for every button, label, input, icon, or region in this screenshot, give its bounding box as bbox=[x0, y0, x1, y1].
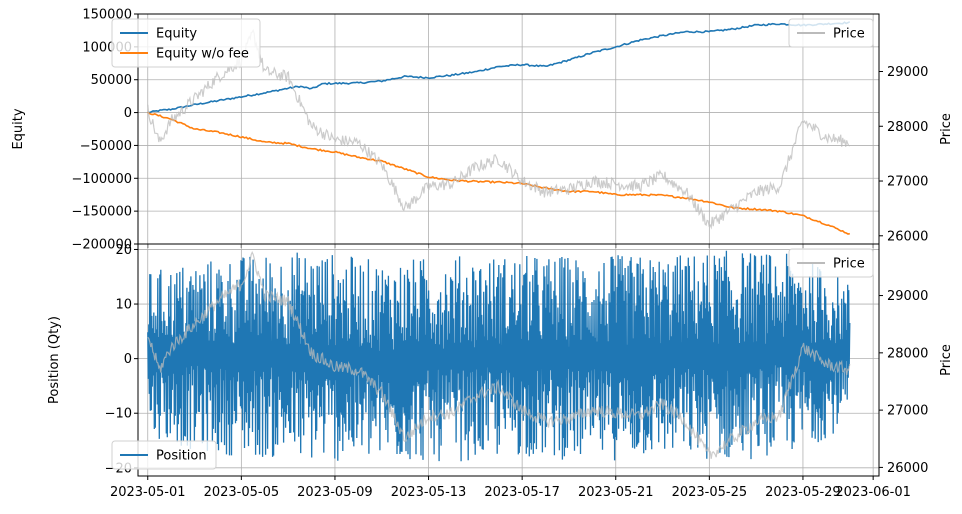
y2-axis-label: Price bbox=[939, 344, 954, 376]
x-tick-label: 2023-05-09 bbox=[297, 485, 373, 500]
y-axis-label: Equity bbox=[11, 108, 26, 149]
legend-box bbox=[111, 18, 261, 68]
legend-entry: Equity w/o fee bbox=[156, 47, 249, 62]
y-axis-label: Position (Qty) bbox=[47, 316, 62, 404]
y2-axis-label: Price bbox=[939, 113, 954, 145]
position-series-line bbox=[147, 250, 851, 462]
y-tick-label: 20 bbox=[115, 243, 132, 258]
y-tick-label: 0 bbox=[124, 352, 132, 367]
x-tick-label: 2023-05-05 bbox=[204, 485, 280, 500]
y2-tick-label: 29000 bbox=[887, 65, 928, 80]
y2-tick-label: 27000 bbox=[887, 404, 928, 419]
y-tick-label: 50000 bbox=[91, 73, 132, 88]
y-tick-label: −150000 bbox=[71, 205, 132, 220]
plot-frame bbox=[137, 243, 880, 477]
y2-tick-label: 26000 bbox=[887, 461, 928, 476]
legend-right: Price bbox=[788, 248, 874, 278]
legend-entry: Position bbox=[156, 449, 207, 464]
panel-top: 150000100000500000−50000−100000−150000−2… bbox=[11, 8, 954, 253]
legend-box bbox=[788, 248, 874, 278]
legend-box bbox=[788, 18, 874, 48]
y2-tick-label: 27000 bbox=[887, 175, 928, 190]
x-tick-label: 2023-06-01 bbox=[835, 485, 911, 500]
legend-entry: Price bbox=[833, 257, 865, 272]
x-tick-label: 2023-05-21 bbox=[578, 485, 654, 500]
y2-tick-label: 29000 bbox=[887, 289, 928, 304]
y-tick-label: −200000 bbox=[71, 238, 132, 253]
equity-series-line bbox=[147, 21, 851, 114]
x-tick-label: 2023-05-25 bbox=[672, 485, 748, 500]
legend-left: Position bbox=[111, 440, 217, 470]
y2-tick-label: 28000 bbox=[887, 346, 928, 361]
y-tick-label: −50000 bbox=[80, 139, 132, 154]
y-tick-label: −10 bbox=[105, 407, 132, 422]
x-tick-label: 2023-05-29 bbox=[765, 485, 841, 500]
y-tick-label: 0 bbox=[124, 106, 132, 121]
y2-tick-label: 26000 bbox=[887, 229, 928, 244]
y2-tick-label: 28000 bbox=[887, 120, 928, 135]
y-tick-label: −100000 bbox=[71, 172, 132, 187]
x-tick-label: 2023-05-13 bbox=[391, 485, 467, 500]
panel-bottom: 20100−10−20290002800027000260002023-05-0… bbox=[47, 243, 954, 500]
x-tick-label: 2023-05-17 bbox=[484, 485, 560, 500]
price-series-line bbox=[147, 251, 851, 459]
legend-box bbox=[111, 440, 217, 470]
legend-entry: Price bbox=[833, 27, 865, 42]
equity-wo-fee-series-line bbox=[147, 111, 850, 235]
price-series-line bbox=[147, 28, 851, 230]
legend-left: Equity Equity w/o fee bbox=[111, 18, 261, 68]
x-tick-label: 2023-05-01 bbox=[110, 485, 186, 500]
legend-entry: Equity bbox=[156, 27, 197, 42]
legend-right: Price bbox=[788, 18, 874, 48]
y-tick-label: 10 bbox=[115, 298, 132, 313]
